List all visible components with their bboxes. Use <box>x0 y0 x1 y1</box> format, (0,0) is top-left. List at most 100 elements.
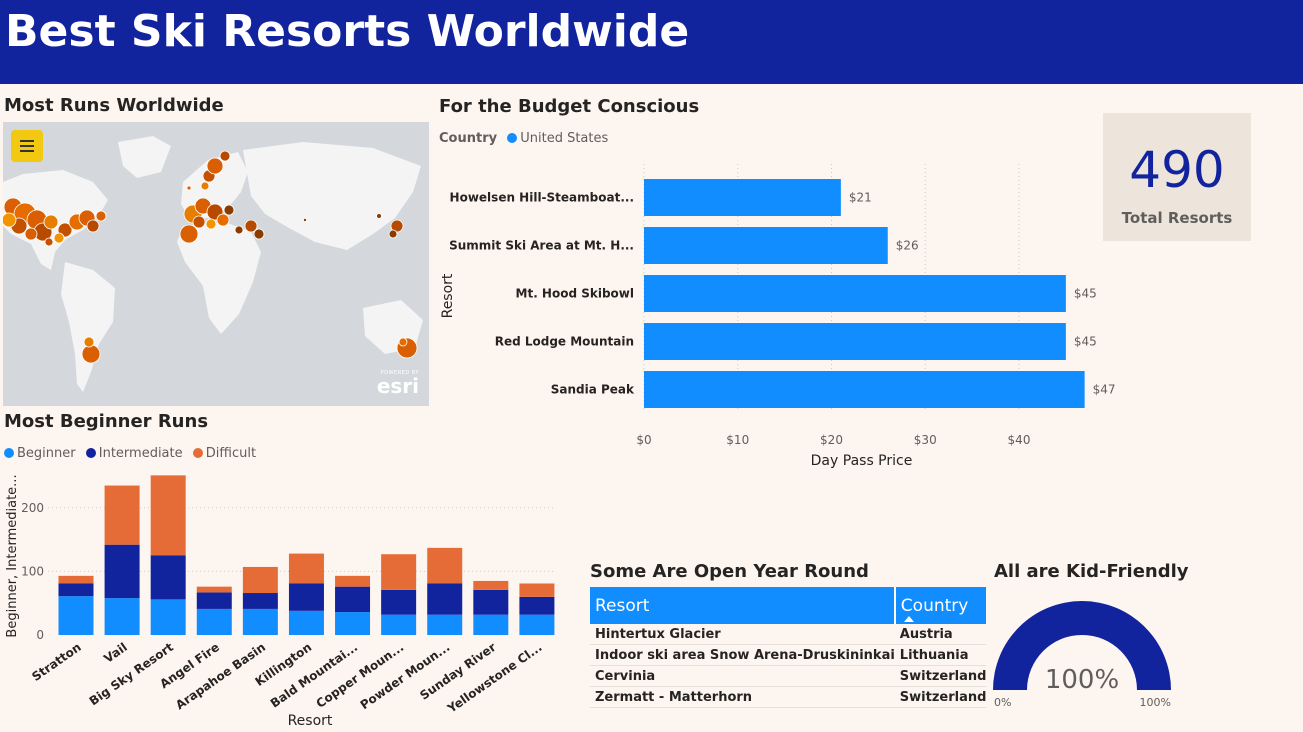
country-cell: Switzerland <box>894 686 987 708</box>
budget-bar[interactable] <box>644 179 841 216</box>
stack-bar-segment[interactable] <box>473 580 509 590</box>
table-row[interactable]: Indoor ski area Snow Arena-Druskininkai L… <box>590 644 987 666</box>
budget-y-axis-title: Resort <box>440 273 456 318</box>
table-row[interactable]: Cervinia Switzerland <box>590 665 987 687</box>
beginner-legend: Beginner Intermediate Difficult <box>4 446 262 461</box>
year-round-table: Resort Country Hintertux Glacier Austria I… <box>590 587 987 708</box>
column-header-resort[interactable]: Resort <box>590 587 895 624</box>
stack-bar-segment[interactable] <box>335 586 371 613</box>
world-map[interactable]: POWERED BY esri <box>3 122 429 406</box>
gauge-min-label: 0% <box>994 696 1011 709</box>
sort-ascending-icon <box>903 616 914 622</box>
stack-bar-segment[interactable] <box>196 608 232 635</box>
budget-legend: Country United States <box>439 131 608 146</box>
stack-bar-segment[interactable] <box>150 599 186 635</box>
stack-bar-segment[interactable] <box>381 554 417 590</box>
budget-chart-title: For the Budget Conscious <box>439 96 700 117</box>
esri-powered-by: POWERED BY <box>380 370 419 376</box>
stack-category-label: Big Sky Resort <box>87 640 176 708</box>
stack-bar-segment[interactable] <box>104 598 140 635</box>
beginner-chart-title: Most Beginner Runs <box>4 411 209 432</box>
resort-markers <box>3 150 418 364</box>
stack-bar-segment[interactable] <box>381 589 417 615</box>
stack-bar-segment[interactable] <box>288 553 324 584</box>
budget-x-axis-title: Day Pass Price <box>811 453 913 469</box>
stack-bar-segment[interactable] <box>519 614 555 635</box>
budget-x-tick-label: $0 <box>636 433 651 447</box>
budget-bar[interactable] <box>644 227 888 264</box>
country-cell: Switzerland <box>894 665 987 687</box>
greenland-land <box>118 136 171 178</box>
column-header-country-label: Country <box>900 595 969 616</box>
country-cell: Austria <box>894 624 987 645</box>
stack-bar-segment[interactable] <box>473 614 509 635</box>
total-resorts-label: Total Resorts <box>1121 209 1233 227</box>
resort-cell: Cervinia <box>590 665 895 687</box>
stack-bar-segment[interactable] <box>288 583 324 611</box>
stack-bar-segment[interactable] <box>288 610 324 635</box>
column-header-country[interactable]: Country <box>893 587 987 624</box>
total-resorts-value: 490 <box>1129 141 1225 199</box>
budget-data-label: $47 <box>1093 383 1116 397</box>
stack-bar-segment[interactable] <box>519 583 555 597</box>
stack-bar-segment[interactable] <box>381 614 417 635</box>
budget-x-tick-label: $30 <box>914 433 937 447</box>
stack-bar-segment[interactable] <box>150 555 186 600</box>
stack-bar-segment[interactable] <box>104 544 140 599</box>
stack-bar-segment[interactable] <box>58 575 94 584</box>
stack-bar-segment[interactable] <box>58 596 94 635</box>
stack-bar-segment[interactable] <box>473 589 509 615</box>
header-bar: Best Ski Resorts Worldwide <box>0 0 1303 84</box>
budget-bar-chart[interactable]: $0 $10 $20 $30 $40 Howelsen Hill-Steamboat...… <box>436 160 1116 480</box>
budget-category-label: Sandia Peak <box>551 383 635 397</box>
budget-data-label: $21 <box>849 191 872 205</box>
stack-y-tick-label: 0 <box>36 628 44 642</box>
table-row[interactable]: Hintertux Glacier Austria <box>590 624 987 645</box>
resort-cell: Hintertux Glacier <box>590 624 895 645</box>
budget-data-label: $45 <box>1074 287 1097 301</box>
kid-friendly-gauge: 100% 0% 100% <box>993 601 1171 709</box>
stack-bar-segment[interactable] <box>427 614 463 635</box>
esri-logo: POWERED BY esri <box>376 370 419 398</box>
africa-land <box>177 222 261 334</box>
stack-bar-segment[interactable] <box>242 566 278 594</box>
budget-data-label: $26 <box>896 239 919 253</box>
map-menu-button[interactable] <box>11 130 43 162</box>
stack-bar-segment[interactable] <box>242 593 278 609</box>
stack-bar-segment[interactable] <box>242 608 278 635</box>
budget-x-tick-label: $40 <box>1008 433 1031 447</box>
stack-bar-segment[interactable] <box>196 586 232 593</box>
stack-y-tick-label: 100 <box>21 564 44 578</box>
stack-bar-segment[interactable] <box>335 575 371 587</box>
budget-data-label: $45 <box>1074 335 1097 349</box>
stack-bar-segment[interactable] <box>427 583 463 615</box>
budget-legend-title: Country <box>439 131 498 146</box>
budget-bar[interactable] <box>644 323 1066 360</box>
esri-wordmark: esri <box>376 374 419 398</box>
budget-category-label: Summit Ski Area at Mt. H... <box>449 239 634 253</box>
map-title: Most Runs Worldwide <box>4 95 224 116</box>
stack-bar-segment[interactable] <box>196 592 232 609</box>
budget-bar[interactable] <box>644 371 1085 408</box>
stack-x-axis-title: Resort <box>288 713 333 729</box>
stack-bar-segment[interactable] <box>335 612 371 635</box>
stack-bar-segment[interactable] <box>427 547 463 584</box>
budget-category-label: Mt. Hood Skibowl <box>516 287 634 301</box>
south-america-land <box>61 262 115 392</box>
budget-bar[interactable] <box>644 275 1066 312</box>
stack-bar-segment[interactable] <box>58 583 94 597</box>
table-row[interactable]: Zermatt - Matterhorn Switzerland <box>590 686 987 708</box>
stack-bar-segment[interactable] <box>519 596 555 615</box>
report-title: Best Ski Resorts Worldwide <box>5 6 690 57</box>
legend-dot-intermediate <box>85 448 96 458</box>
resort-cell: Zermatt - Matterhorn <box>590 686 895 708</box>
stack-category-label: Stratton <box>29 640 83 684</box>
stack-y-axis-title: Beginner, Intermediate... <box>5 474 20 637</box>
budget-category-label: Red Lodge Mountain <box>495 335 634 349</box>
stack-bar-segment[interactable] <box>150 475 186 556</box>
budget-category-label: Howelsen Hill-Steamboat... <box>450 191 634 205</box>
stack-bar-segment[interactable] <box>104 485 140 545</box>
year-round-title: Some Are Open Year Round <box>590 561 869 582</box>
budget-x-tick-label: $20 <box>820 433 843 447</box>
